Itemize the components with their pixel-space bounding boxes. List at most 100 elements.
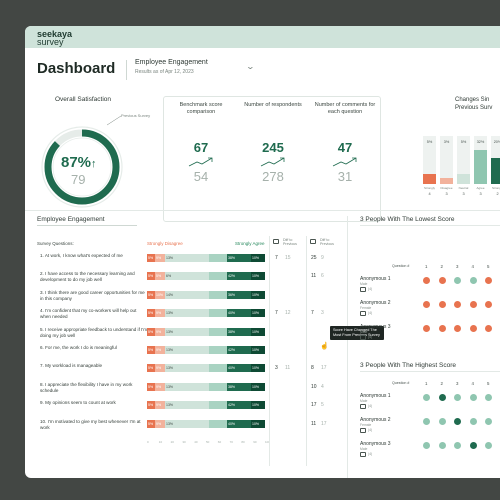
up-arrow-icon: ↑ [91, 158, 97, 170]
score-dot[interactable] [454, 325, 461, 332]
score-dot[interactable] [423, 301, 430, 308]
diff-column-header: Diff to Previous [283, 238, 297, 246]
changes-bar-label: Strongly [423, 186, 435, 190]
score-dot[interactable] [438, 418, 446, 425]
score-dot[interactable] [469, 325, 477, 332]
response-bar[interactable]: 5% 5% 6% 42% 10% [147, 272, 265, 281]
column-divider [306, 236, 307, 466]
score-dot[interactable] [469, 301, 477, 308]
comment-icon[interactable] [360, 287, 366, 292]
question-number: 4 [471, 381, 474, 386]
response-bar[interactable]: 5% 9% 13% 38% 10% [147, 382, 265, 391]
person-name[interactable]: Anonymous 1 [360, 276, 391, 282]
bar-segment: 13% [165, 364, 209, 373]
response-bar[interactable]: 5% 9% 13% 38% 10% [147, 254, 265, 262]
score-dot[interactable] [485, 325, 492, 332]
response-bar[interactable]: 5% 9% 13% 42% 10% [147, 346, 265, 354]
response-bar[interactable]: 5% 9% 13% 40% 10% [147, 309, 265, 318]
person-name[interactable]: Anonymous 1 [360, 393, 391, 399]
score-dot[interactable] [423, 442, 430, 449]
score-dot[interactable] [469, 418, 477, 425]
response-bar[interactable]: 5% 9% 13% 42% 10% [147, 401, 265, 410]
score-dot[interactable] [438, 394, 446, 401]
person-gender: Female [360, 423, 372, 427]
brand-logo[interactable]: seekaya survey [37, 30, 72, 47]
comment-icon[interactable] [360, 311, 366, 316]
comment-count: (4) [368, 335, 373, 339]
bar-segment [209, 346, 227, 354]
bar-segment: 10% [251, 364, 265, 373]
bar-segment [209, 419, 227, 428]
score-value: 8 [311, 365, 314, 372]
score-dot[interactable] [454, 442, 461, 449]
score-dot[interactable] [454, 394, 461, 401]
comment-icon[interactable] [360, 335, 366, 340]
bar-segment: 5% [147, 272, 155, 281]
comment-icon[interactable] [360, 452, 366, 457]
score-dot[interactable] [438, 325, 446, 332]
axis-tick-label: 90 [253, 440, 257, 444]
section-divider [25, 210, 500, 211]
changes-title-line2: Previous Surv [455, 105, 493, 111]
bar-segment: 10% [251, 272, 265, 281]
response-bar[interactable]: 5% 9% 13% 40% 10% [147, 419, 265, 428]
benchmark-header: Number of respondents [244, 102, 302, 108]
score-dot[interactable] [469, 442, 477, 449]
axis-tick-label: 10 [158, 440, 163, 444]
comment-icon[interactable] [360, 404, 366, 409]
satisfaction-value: 87% [61, 154, 92, 171]
score-dot[interactable] [485, 418, 492, 425]
score-dot[interactable] [469, 394, 477, 401]
changes-title-line1: Changes Sin [455, 97, 490, 103]
bar-segment: 6% [165, 272, 209, 281]
response-bar[interactable]: 5% 10% 14% 36% 10% [147, 290, 265, 299]
comment-icon[interactable] [360, 428, 366, 433]
score-dot[interactable] [438, 277, 446, 284]
score-dot[interactable] [485, 277, 492, 284]
changes-bar-column: 3% Disagree 3 [440, 136, 453, 206]
person-name[interactable]: Anonymous 2 [360, 300, 391, 306]
question-number: 1 [425, 381, 428, 386]
response-bar[interactable]: 5% 9% 13% 40% 10% [147, 364, 265, 373]
response-bar[interactable]: 5% 9% 13% 38% 10% [147, 327, 265, 336]
score-dot[interactable] [485, 301, 492, 308]
score-dot[interactable] [438, 442, 446, 449]
question-number: 2 [440, 381, 443, 386]
bar-segment [209, 382, 227, 391]
score-dot[interactable] [423, 277, 430, 284]
score-dot[interactable] [438, 301, 446, 308]
score-dot[interactable] [423, 325, 430, 332]
person-name[interactable]: Anonymous 2 [360, 417, 391, 423]
changes-bar-track [457, 136, 470, 184]
score-value: 5 [321, 402, 324, 409]
trend-up-icon [260, 157, 285, 167]
score-dot[interactable] [485, 394, 492, 401]
score-dot[interactable] [454, 301, 461, 308]
ring-inner [52, 137, 112, 197]
survey-title[interactable]: Employee Engagement [135, 59, 208, 66]
score-value: 6 [321, 273, 324, 280]
comment-count: (4) [368, 311, 373, 315]
score-dot[interactable] [469, 277, 477, 284]
changes-bar-column: 20% Strongly 2 [491, 136, 500, 206]
score-dot[interactable] [423, 418, 430, 425]
satisfaction-title: Overall Satisfaction [55, 96, 111, 103]
bar-segment: 10% [251, 419, 265, 428]
header-divider [126, 60, 127, 80]
chevron-down-icon[interactable]: ⌄ [245, 62, 256, 71]
changes-bar-column: 32% Agree 3 [474, 136, 487, 206]
bar-segment: 10% [251, 290, 265, 299]
score-value: 4 [321, 383, 324, 390]
score-dot[interactable] [423, 394, 430, 401]
section-divider-vertical [347, 216, 348, 478]
changes-bar-label: Agree [476, 186, 485, 190]
person-name[interactable]: Anonymous 3 [360, 324, 391, 330]
score-dot[interactable] [454, 277, 461, 284]
axis-tick-label: 70 [229, 440, 233, 444]
score-dot[interactable] [485, 442, 492, 449]
score-dot[interactable] [454, 418, 461, 425]
question-number-header: Question # [392, 381, 410, 385]
bar-segment: 36% [227, 290, 251, 299]
person-name[interactable]: Anonymous 3 [360, 441, 391, 447]
question-text: 4. I'm confident that my co-workers will… [40, 308, 137, 320]
